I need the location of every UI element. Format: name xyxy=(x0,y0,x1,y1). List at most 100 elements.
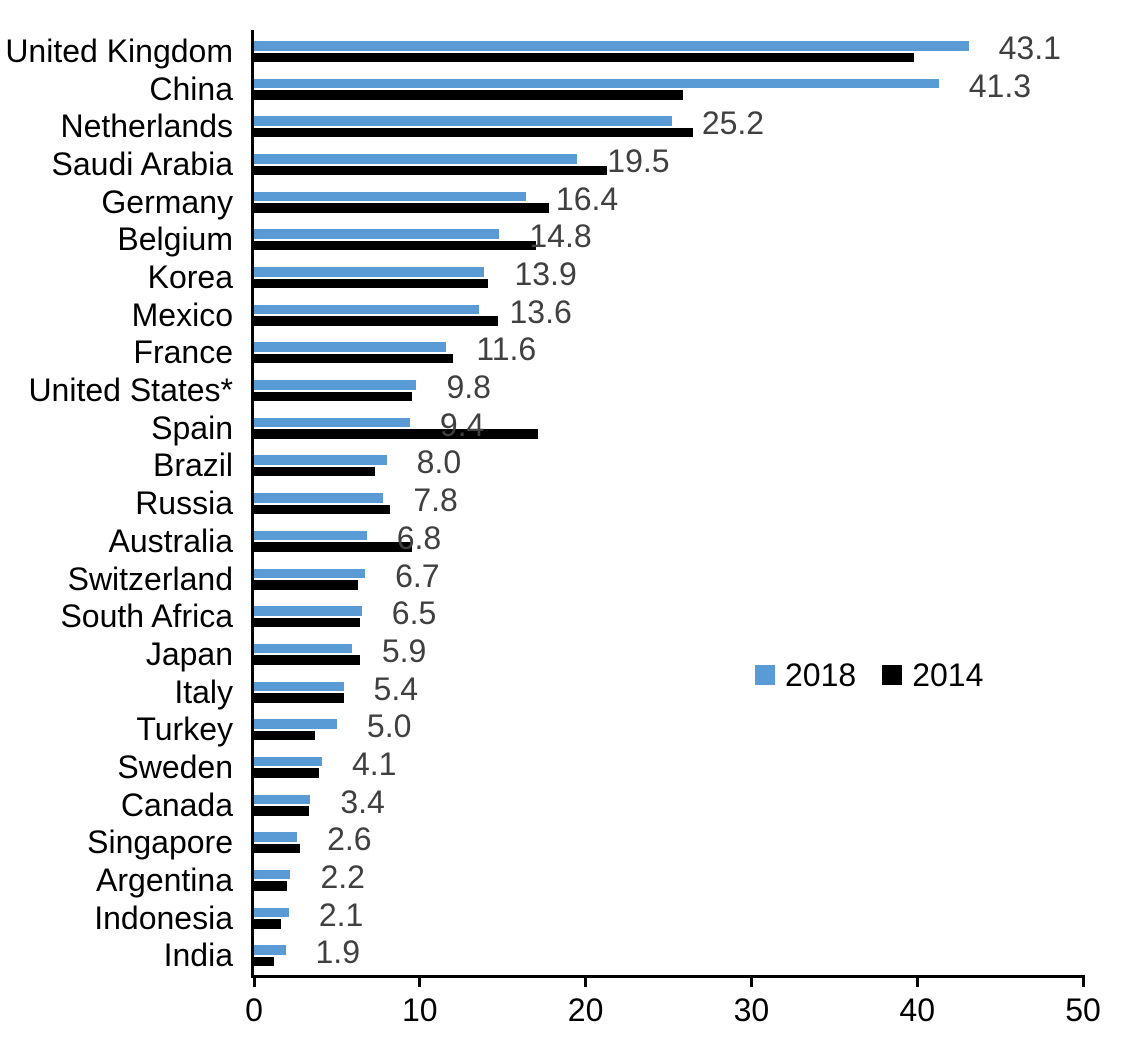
value-label: 6.7 xyxy=(395,557,440,594)
category-label: Italy xyxy=(174,673,233,710)
bar-2014 xyxy=(254,203,550,213)
value-label: 7.8 xyxy=(413,482,458,519)
bar-2018 xyxy=(254,681,344,692)
x-tick xyxy=(749,978,753,987)
bar-2018 xyxy=(254,342,447,352)
value-label: 5.4 xyxy=(373,670,419,707)
x-tick-label: 40 xyxy=(899,992,935,1028)
bar-2014 xyxy=(254,693,344,703)
legend-label-2014: 2014 xyxy=(912,657,984,693)
bar-2014 xyxy=(254,768,319,778)
x-tick xyxy=(418,978,422,987)
bar-2014 xyxy=(254,316,498,326)
bar-2018 xyxy=(254,229,500,239)
value-label: 9.8 xyxy=(446,369,491,406)
value-label: 13.9 xyxy=(514,256,577,293)
legend-label-2018: 2018 xyxy=(785,657,857,693)
value-label: 3.4 xyxy=(340,783,385,820)
value-label: 5.0 xyxy=(366,708,412,745)
bar-2018 xyxy=(254,304,480,315)
bar-2014 xyxy=(254,956,274,967)
value-label: 41.3 xyxy=(968,67,1032,104)
value-label: 16.4 xyxy=(555,180,619,217)
bar-2014 xyxy=(254,240,536,251)
x-tick-label: 50 xyxy=(1065,992,1101,1028)
value-label: 1.9 xyxy=(315,934,360,971)
category-label: China xyxy=(149,70,233,107)
bar-2018 xyxy=(254,380,417,390)
legend-swatch-2014-icon xyxy=(882,665,903,685)
x-tick-label: 10 xyxy=(402,992,438,1028)
value-label: 6.8 xyxy=(396,519,442,556)
value-label: 2.6 xyxy=(327,821,372,858)
value-label: 14.8 xyxy=(529,218,592,255)
bar-2014 xyxy=(254,52,914,62)
bar-2014 xyxy=(254,504,390,515)
value-label: 6.5 xyxy=(391,595,437,632)
bar-2018 xyxy=(254,832,298,842)
x-tick xyxy=(1081,978,1085,987)
value-label: 13.6 xyxy=(509,293,572,330)
bar-2014 xyxy=(254,881,288,891)
value-label: 2.2 xyxy=(320,858,365,895)
bar-2014 xyxy=(254,730,316,741)
bar-2018 xyxy=(254,756,322,767)
category-label: Switzerland xyxy=(67,560,233,597)
y-axis-line xyxy=(251,30,254,978)
x-tick-label: 30 xyxy=(733,992,770,1028)
value-label: 2.1 xyxy=(318,896,364,933)
x-axis-line xyxy=(251,975,1085,978)
bar-2014 xyxy=(254,353,453,364)
category-label: Saudi Arabia xyxy=(51,146,233,183)
category-label: Brazil xyxy=(152,447,233,484)
x-tick xyxy=(252,978,256,987)
value-label: 9.4 xyxy=(439,406,485,443)
value-label: 4.1 xyxy=(351,745,397,782)
bar-2014 xyxy=(254,806,309,816)
bar-2014 xyxy=(254,843,301,854)
bar-2014 xyxy=(254,429,538,439)
bar-2018 xyxy=(254,417,410,428)
category-label: Sweden xyxy=(117,748,233,785)
bar-2018 xyxy=(254,794,311,805)
bar-2018 xyxy=(254,643,352,654)
value-label: 43.1 xyxy=(998,30,1061,66)
value-label: 8.0 xyxy=(416,444,462,481)
category-label: United Kingdom xyxy=(5,33,233,69)
x-tick-label: 20 xyxy=(567,992,604,1028)
bar-2018 xyxy=(254,78,939,89)
category-label: Spain xyxy=(151,409,233,446)
category-label: Mexico xyxy=(131,296,233,333)
category-label: United States* xyxy=(28,372,233,409)
bar-2018 xyxy=(254,945,286,955)
category-label: Belgium xyxy=(117,221,233,258)
bar-2018 xyxy=(254,719,337,729)
legend: 2018 2014 xyxy=(755,658,983,692)
bar-2014 xyxy=(254,542,412,552)
category-label: Japan xyxy=(145,635,233,672)
category-label: Russia xyxy=(135,485,233,522)
bar-2018 xyxy=(254,530,367,541)
plot-area: 43.1 41.3 25.2 19.5 16.4 14.8 13.9 13.6 11.6 9.8 9… xyxy=(254,30,1083,975)
bar-2018 xyxy=(254,116,672,126)
category-label: Canada xyxy=(120,786,233,823)
category-label: Germany xyxy=(101,183,233,220)
value-label: 25.2 xyxy=(701,105,765,142)
category-label: India xyxy=(163,937,233,974)
category-label: Australia xyxy=(108,522,234,559)
bar-2018 xyxy=(254,568,366,579)
bar-2018 xyxy=(254,907,289,918)
bar-2018 xyxy=(254,455,387,465)
bar-2018 xyxy=(254,154,578,164)
category-label: South Africa xyxy=(60,598,233,635)
category-label: Netherlands xyxy=(60,108,233,145)
value-label: 19.5 xyxy=(607,143,670,180)
legend-item-2018: 2018 xyxy=(755,658,856,692)
category-label: Korea xyxy=(147,259,233,296)
category-label: Singapore xyxy=(87,824,233,861)
bar-2014 xyxy=(254,127,694,138)
value-label: 5.9 xyxy=(381,632,427,669)
bar-2018 xyxy=(254,869,291,880)
x-tick xyxy=(584,978,588,987)
